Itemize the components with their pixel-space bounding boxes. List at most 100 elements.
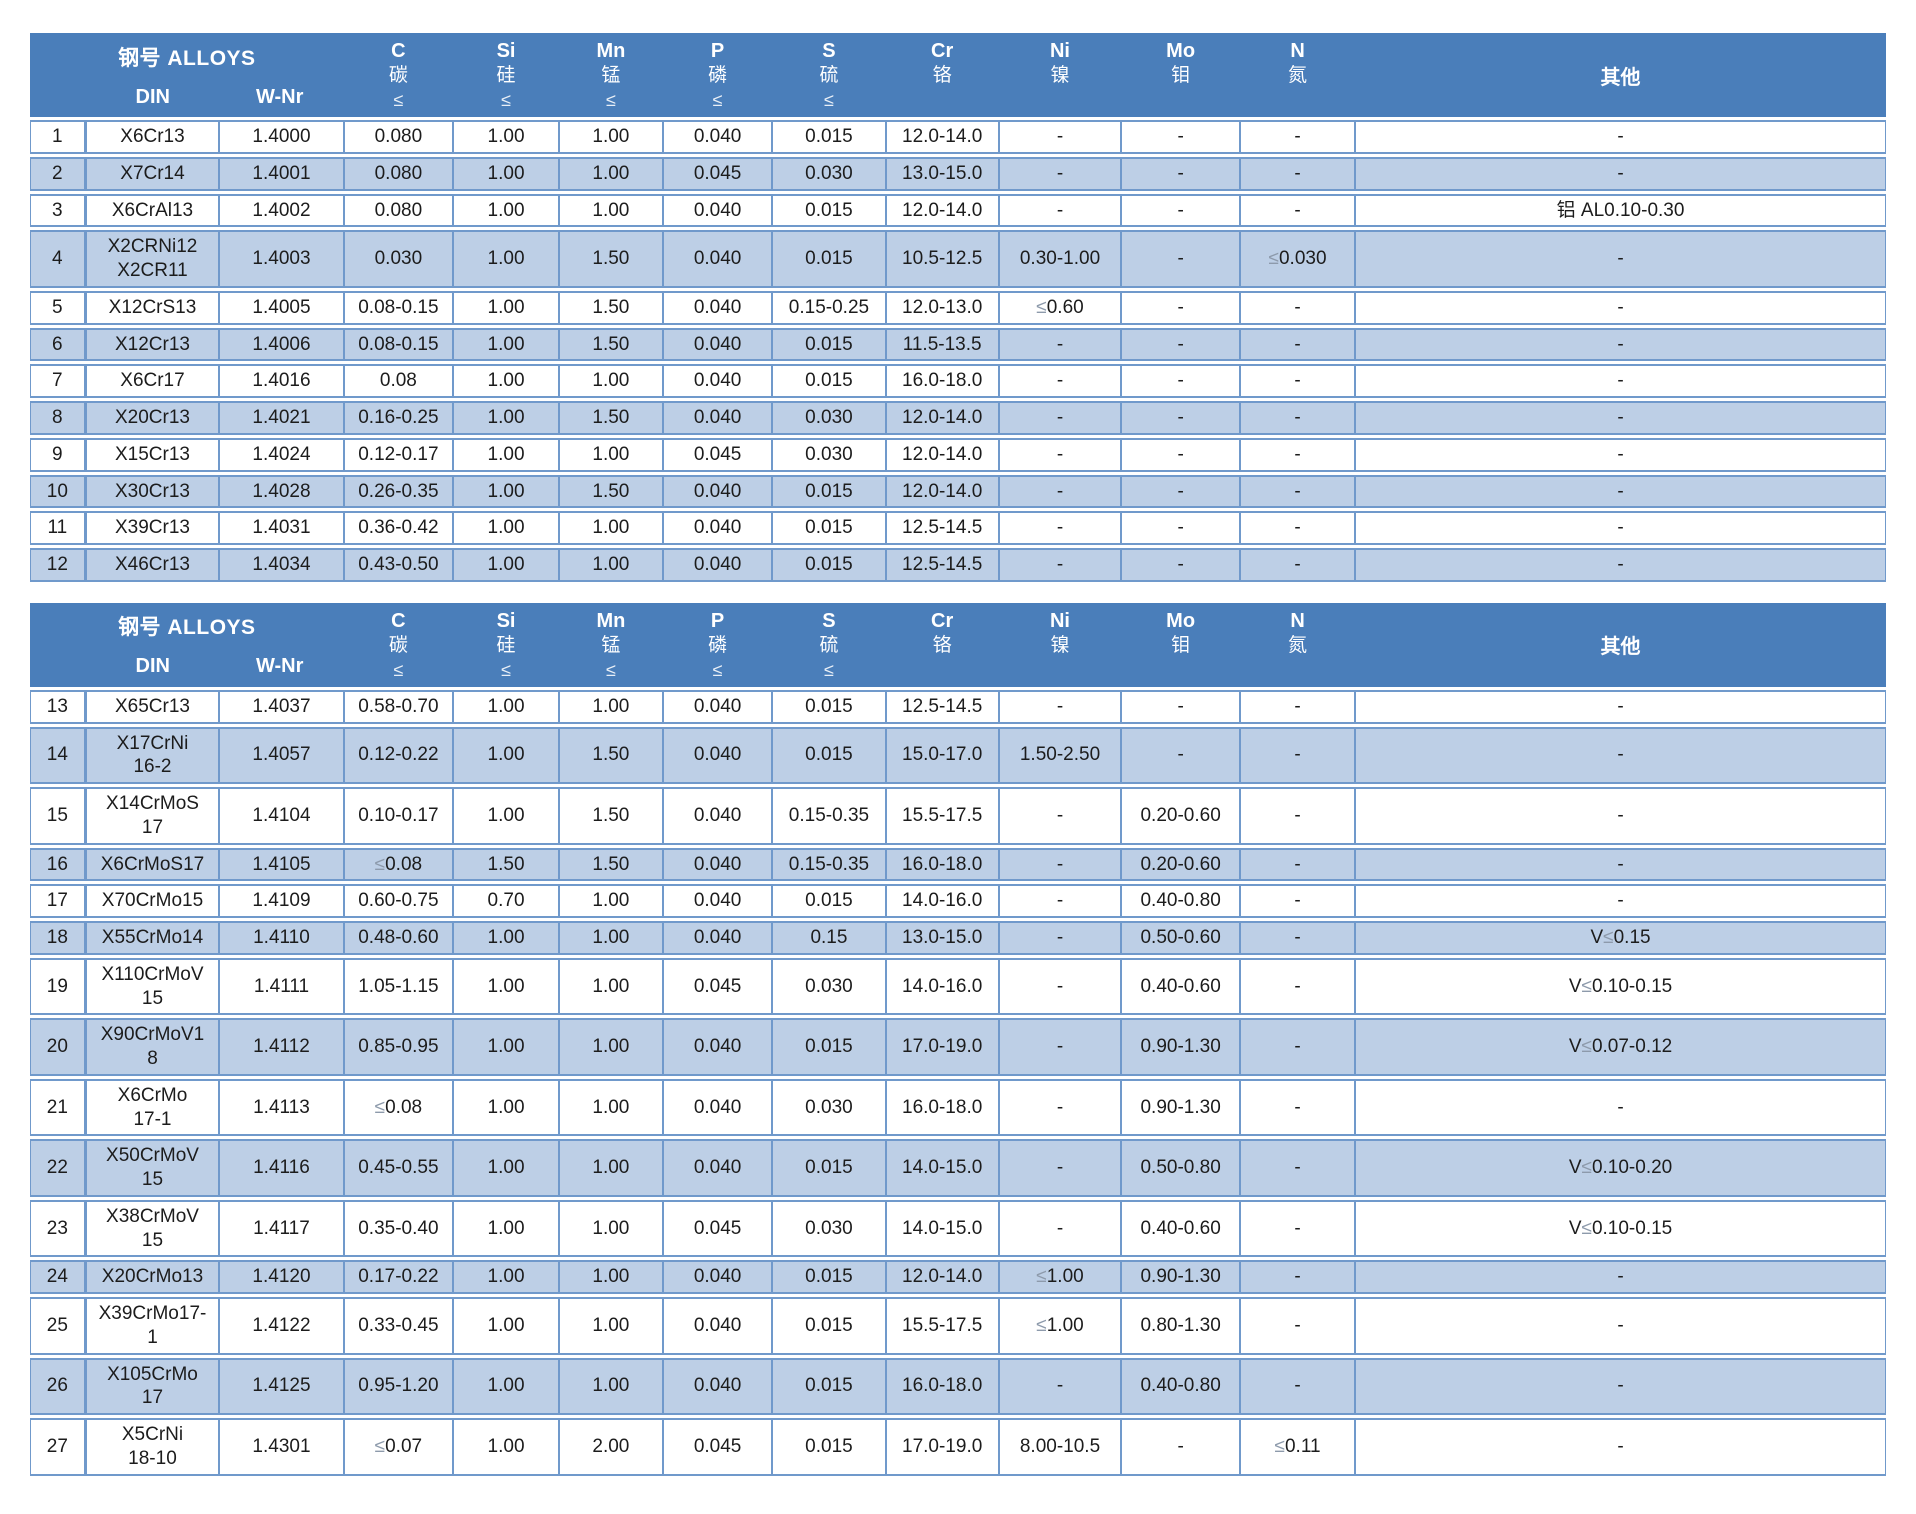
cell-mo: - bbox=[1121, 1418, 1241, 1476]
cell-other: - bbox=[1355, 401, 1886, 435]
header-element-mn: Mn 锰 ≤ bbox=[558, 602, 663, 687]
cell-c: 0.36-0.42 bbox=[343, 511, 454, 545]
cell-row-no: 21 bbox=[30, 1078, 86, 1137]
element-chinese-name: 碳 bbox=[388, 65, 408, 86]
cell-ni: 1.50-2.50 bbox=[998, 726, 1122, 784]
table-row: 5 X12CrS13 1.4005 0.08-0.15 1.00 1.50 0.040 0.1… bbox=[30, 290, 1886, 325]
max-limit-sign bbox=[1242, 659, 1353, 681]
cell-other: V≤0.07-0.12 bbox=[1355, 1018, 1886, 1076]
cell-p: 0.040 bbox=[662, 921, 773, 955]
cell-other: V≤0.15 bbox=[1355, 921, 1886, 955]
cell-cr: 16.0-18.0 bbox=[885, 847, 999, 882]
cell-din: X105CrMo 17 bbox=[85, 1357, 220, 1415]
cell-mn: 1.00 bbox=[558, 957, 663, 1016]
cell-n: - bbox=[1240, 437, 1356, 472]
cell-mn: 1.00 bbox=[558, 364, 663, 398]
cell-row-no: 27 bbox=[30, 1418, 86, 1476]
cell-din: X7Cr14 bbox=[85, 156, 220, 191]
cell-row-no: 15 bbox=[30, 787, 86, 845]
cell-mn: 2.00 bbox=[558, 1418, 663, 1476]
cell-cr: 12.5-14.5 bbox=[885, 548, 999, 582]
cell-w-nr: 1.4120 bbox=[219, 1260, 344, 1294]
element-symbol: C bbox=[391, 40, 406, 62]
cell-mn: 1.00 bbox=[558, 1297, 663, 1355]
table-row: 1 X6Cr13 1.4000 0.080 1.00 1.00 0.040 0.015 12.0… bbox=[30, 120, 1886, 154]
element-symbol: Si bbox=[496, 40, 516, 62]
cell-si: 1.00 bbox=[453, 474, 559, 509]
cell-other: - bbox=[1355, 474, 1886, 509]
table-row: 25 X39CrMo17- 1 1.4122 0.33-0.45 1.00 1.00 0.0… bbox=[30, 1297, 1886, 1355]
element-symbol: Mo bbox=[1166, 609, 1196, 632]
element-symbol: P bbox=[710, 40, 725, 62]
cell-c: 0.080 bbox=[343, 193, 454, 228]
cell-s: 0.15-0.35 bbox=[772, 787, 886, 845]
header-element-p: P 磷 ≤ bbox=[662, 33, 773, 117]
cell-si: 1.00 bbox=[453, 437, 559, 472]
table-row: 27 X5CrNi 18-10 1.4301 ≤0.07 1.00 2.00 0.045 0.… bbox=[30, 1418, 1886, 1476]
cell-ni: - bbox=[998, 156, 1122, 191]
cell-si: 1.00 bbox=[453, 1297, 559, 1355]
cell-c: 0.080 bbox=[343, 120, 454, 154]
cell-n: - bbox=[1240, 474, 1356, 509]
cell-ni: - bbox=[998, 847, 1122, 882]
less-equal-sign: ≤ bbox=[1274, 1435, 1285, 1457]
cell-p: 0.040 bbox=[662, 1260, 773, 1294]
cell-din: X110CrMoV 15 bbox=[85, 957, 220, 1016]
cell-mo: 0.90-1.30 bbox=[1121, 1260, 1241, 1294]
cell-n: - bbox=[1240, 884, 1356, 918]
table-body-upper: 1 X6Cr13 1.4000 0.080 1.00 1.00 0.040 0.015 12.0… bbox=[30, 120, 1886, 582]
cell-mn: 1.00 bbox=[558, 511, 663, 545]
cell-p: 0.040 bbox=[662, 193, 773, 228]
cell-p: 0.040 bbox=[662, 327, 773, 362]
cell-mo: 0.20-0.60 bbox=[1121, 787, 1241, 845]
header-element-cr: Cr 铬 bbox=[885, 33, 999, 117]
cell-din: X65Cr13 bbox=[85, 689, 220, 724]
cell-ni: - bbox=[998, 474, 1122, 509]
cell-mo: 0.40-0.80 bbox=[1121, 1357, 1241, 1415]
cell-cr: 13.0-15.0 bbox=[885, 156, 999, 191]
cell-si: 1.00 bbox=[453, 120, 559, 154]
cell-other: V≤0.10-0.20 bbox=[1355, 1139, 1886, 1197]
header-element-mo: Mo 钼 bbox=[1121, 33, 1241, 117]
cell-w-nr: 1.4117 bbox=[219, 1199, 344, 1258]
element-chinese-name: 硅 bbox=[496, 634, 516, 656]
element-symbol: Mo bbox=[1166, 40, 1196, 62]
header-element-mo: Mo 钼 bbox=[1121, 602, 1241, 687]
cell-din: X15Cr13 bbox=[85, 437, 220, 472]
cell-other: - bbox=[1355, 437, 1886, 472]
less-equal-sign: ≤ bbox=[1036, 1314, 1047, 1336]
cell-other: - bbox=[1355, 364, 1886, 398]
header-din: DIN bbox=[135, 655, 170, 678]
cell-cr: 15.0-17.0 bbox=[885, 726, 999, 784]
table-row: 8 X20Cr13 1.4021 0.16-0.25 1.00 1.50 0.040 0.03… bbox=[30, 401, 1886, 435]
cell-ni: - bbox=[998, 364, 1122, 398]
cell-c: 0.95-1.20 bbox=[343, 1357, 454, 1415]
table-row: 10 X30Cr13 1.4028 0.26-0.35 1.00 1.50 0.040 0.0… bbox=[30, 474, 1886, 509]
element-chinese-name: 磷 bbox=[708, 65, 728, 86]
cell-si: 1.00 bbox=[453, 787, 559, 845]
cell-mo: - bbox=[1121, 120, 1241, 154]
cell-w-nr: 1.4301 bbox=[219, 1418, 344, 1476]
cell-din: X20Cr13 bbox=[85, 401, 220, 435]
cell-s: 0.15-0.35 bbox=[772, 847, 886, 882]
cell-n: - bbox=[1240, 1357, 1356, 1415]
cell-cr: 13.0-15.0 bbox=[885, 921, 999, 955]
cell-din: X6CrAl13 bbox=[85, 193, 220, 228]
cell-s: 0.015 bbox=[772, 120, 886, 154]
header-element-p: P 磷 ≤ bbox=[662, 602, 773, 687]
header-din: DIN bbox=[135, 85, 170, 108]
cell-row-no: 23 bbox=[30, 1199, 86, 1258]
element-chinese-name: 镍 bbox=[1050, 634, 1070, 656]
cell-mn: 1.50 bbox=[558, 847, 663, 882]
less-equal-sign: ≤ bbox=[1581, 1157, 1592, 1179]
cell-w-nr: 1.4111 bbox=[219, 957, 344, 1016]
cell-row-no: 1 bbox=[30, 120, 86, 154]
max-limit-sign bbox=[1001, 89, 1119, 111]
cell-mo: 0.50-0.80 bbox=[1121, 1139, 1241, 1197]
table-row: 7 X6Cr17 1.4016 0.08 1.00 1.00 0.040 0.015 16.0-… bbox=[30, 364, 1886, 398]
cell-si: 1.00 bbox=[453, 364, 559, 398]
max-limit-sign: ≤ bbox=[605, 90, 616, 110]
cell-w-nr: 1.4016 bbox=[219, 364, 344, 398]
cell-n: - bbox=[1240, 290, 1356, 325]
cell-ni: - bbox=[998, 1078, 1122, 1137]
